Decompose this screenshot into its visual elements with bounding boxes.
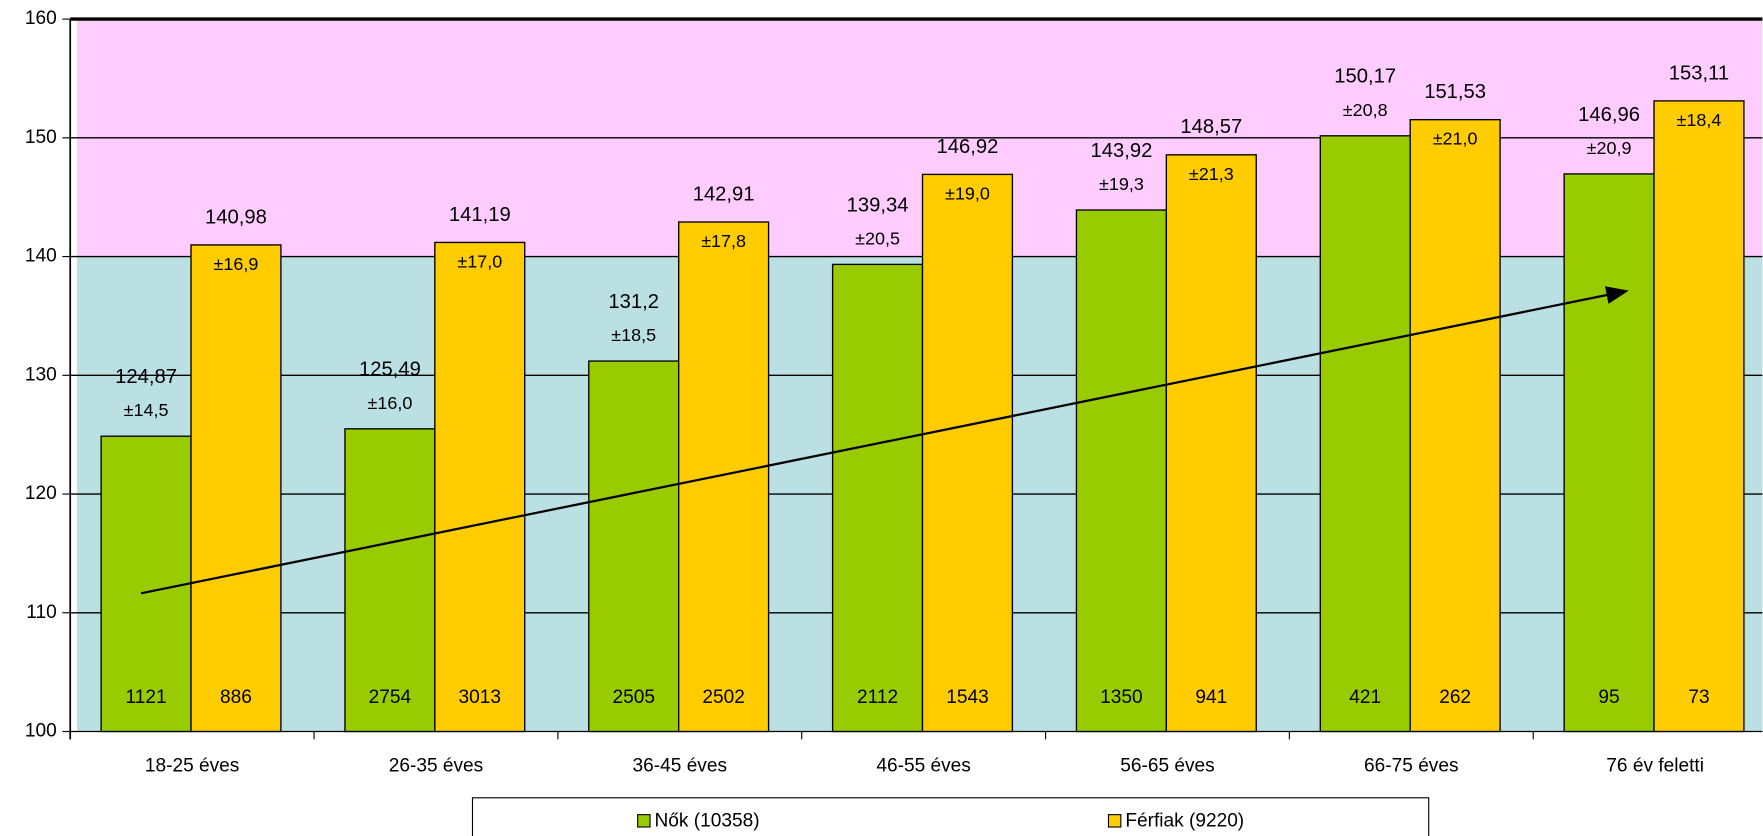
count-label: 262 <box>1439 687 1471 708</box>
bar <box>921 173 1014 733</box>
count-label: 2502 <box>702 687 744 708</box>
x-tick-label: 26-35 éves <box>389 755 483 776</box>
bar <box>1075 209 1168 733</box>
value-label: 139,34 <box>847 194 909 216</box>
value-label: 143,92 <box>1090 140 1152 162</box>
count-label: 95 <box>1598 687 1619 708</box>
error-label: ±20,8 <box>1343 100 1388 120</box>
value-label: 150,17 <box>1334 66 1396 88</box>
x-tick-label: 18-25 éves <box>145 755 239 776</box>
bar <box>1563 173 1655 733</box>
error-label: ±16,9 <box>214 254 259 274</box>
x-tick-label: 66-75 éves <box>1364 755 1458 776</box>
bar <box>190 244 282 733</box>
error-label: ±20,5 <box>855 228 900 248</box>
error-label: ±21,0 <box>1433 129 1478 149</box>
value-label: 124,87 <box>115 366 177 388</box>
x-tick-label: 56-65 éves <box>1120 755 1214 776</box>
y-tick-label: 110 <box>26 602 56 623</box>
error-label: ±14,5 <box>124 400 169 420</box>
value-label: 131,2 <box>608 291 659 313</box>
value-label: 146,92 <box>937 136 999 158</box>
error-label: ±17,8 <box>701 231 746 251</box>
count-label: 1121 <box>126 687 167 708</box>
value-label: 142,91 <box>693 183 755 205</box>
x-tick-label: 36-45 éves <box>633 755 727 776</box>
error-label: ±18,4 <box>1677 110 1722 130</box>
error-label: ±19,3 <box>1099 174 1144 194</box>
x-tick-label: 46-55 éves <box>876 755 970 776</box>
legend-label: Férfiak (9220) <box>1125 810 1244 831</box>
error-label: ±21,3 <box>1189 164 1234 184</box>
y-tick-label: 140 <box>25 246 57 267</box>
value-label: 148,57 <box>1180 116 1242 138</box>
count-label: 421 <box>1349 687 1381 708</box>
count-label: 2112 <box>857 687 898 708</box>
bar <box>1653 100 1745 733</box>
value-label: 140,98 <box>205 206 267 228</box>
bar <box>1165 154 1257 733</box>
legend-box <box>471 797 1430 836</box>
count-label: 1350 <box>1100 687 1142 708</box>
count-label: 3013 <box>459 687 501 708</box>
bar <box>588 360 680 733</box>
bar <box>1409 118 1501 733</box>
value-label: 125,49 <box>359 359 421 381</box>
value-label: 153,11 <box>1669 62 1729 84</box>
bar <box>344 428 436 733</box>
y-tick-label: 150 <box>25 127 57 148</box>
y-tick-label: 130 <box>25 364 57 385</box>
error-label: ±18,5 <box>611 325 656 345</box>
value-label: 141,19 <box>449 204 511 226</box>
error-label: ±20,9 <box>1587 138 1632 158</box>
x-tick-label: 76 év feletti <box>1606 755 1704 776</box>
bar <box>831 263 924 733</box>
error-label: ±17,0 <box>457 251 502 271</box>
value-label: 146,96 <box>1578 104 1640 126</box>
legend-label: Nők (10358) <box>655 810 760 831</box>
legend-swatch <box>1107 814 1122 828</box>
trend-arrow <box>140 286 1629 595</box>
bar <box>434 241 526 733</box>
count-label: 2505 <box>612 687 654 708</box>
count-label: 1543 <box>946 687 988 708</box>
y-tick-label: 100 <box>25 721 57 742</box>
bar <box>100 435 192 733</box>
bar <box>1319 135 1411 733</box>
count-label: 941 <box>1195 687 1227 708</box>
bar <box>678 221 770 733</box>
legend-swatch <box>637 814 651 828</box>
y-tick-label: 120 <box>25 483 57 504</box>
error-label: ±19,0 <box>945 183 990 203</box>
error-label: ±16,0 <box>367 393 412 413</box>
count-label: 73 <box>1688 687 1709 708</box>
y-tick-label: 160 <box>25 8 57 29</box>
value-label: 151,53 <box>1424 81 1486 103</box>
count-label: 2754 <box>369 687 412 708</box>
count-label: 886 <box>220 687 252 708</box>
